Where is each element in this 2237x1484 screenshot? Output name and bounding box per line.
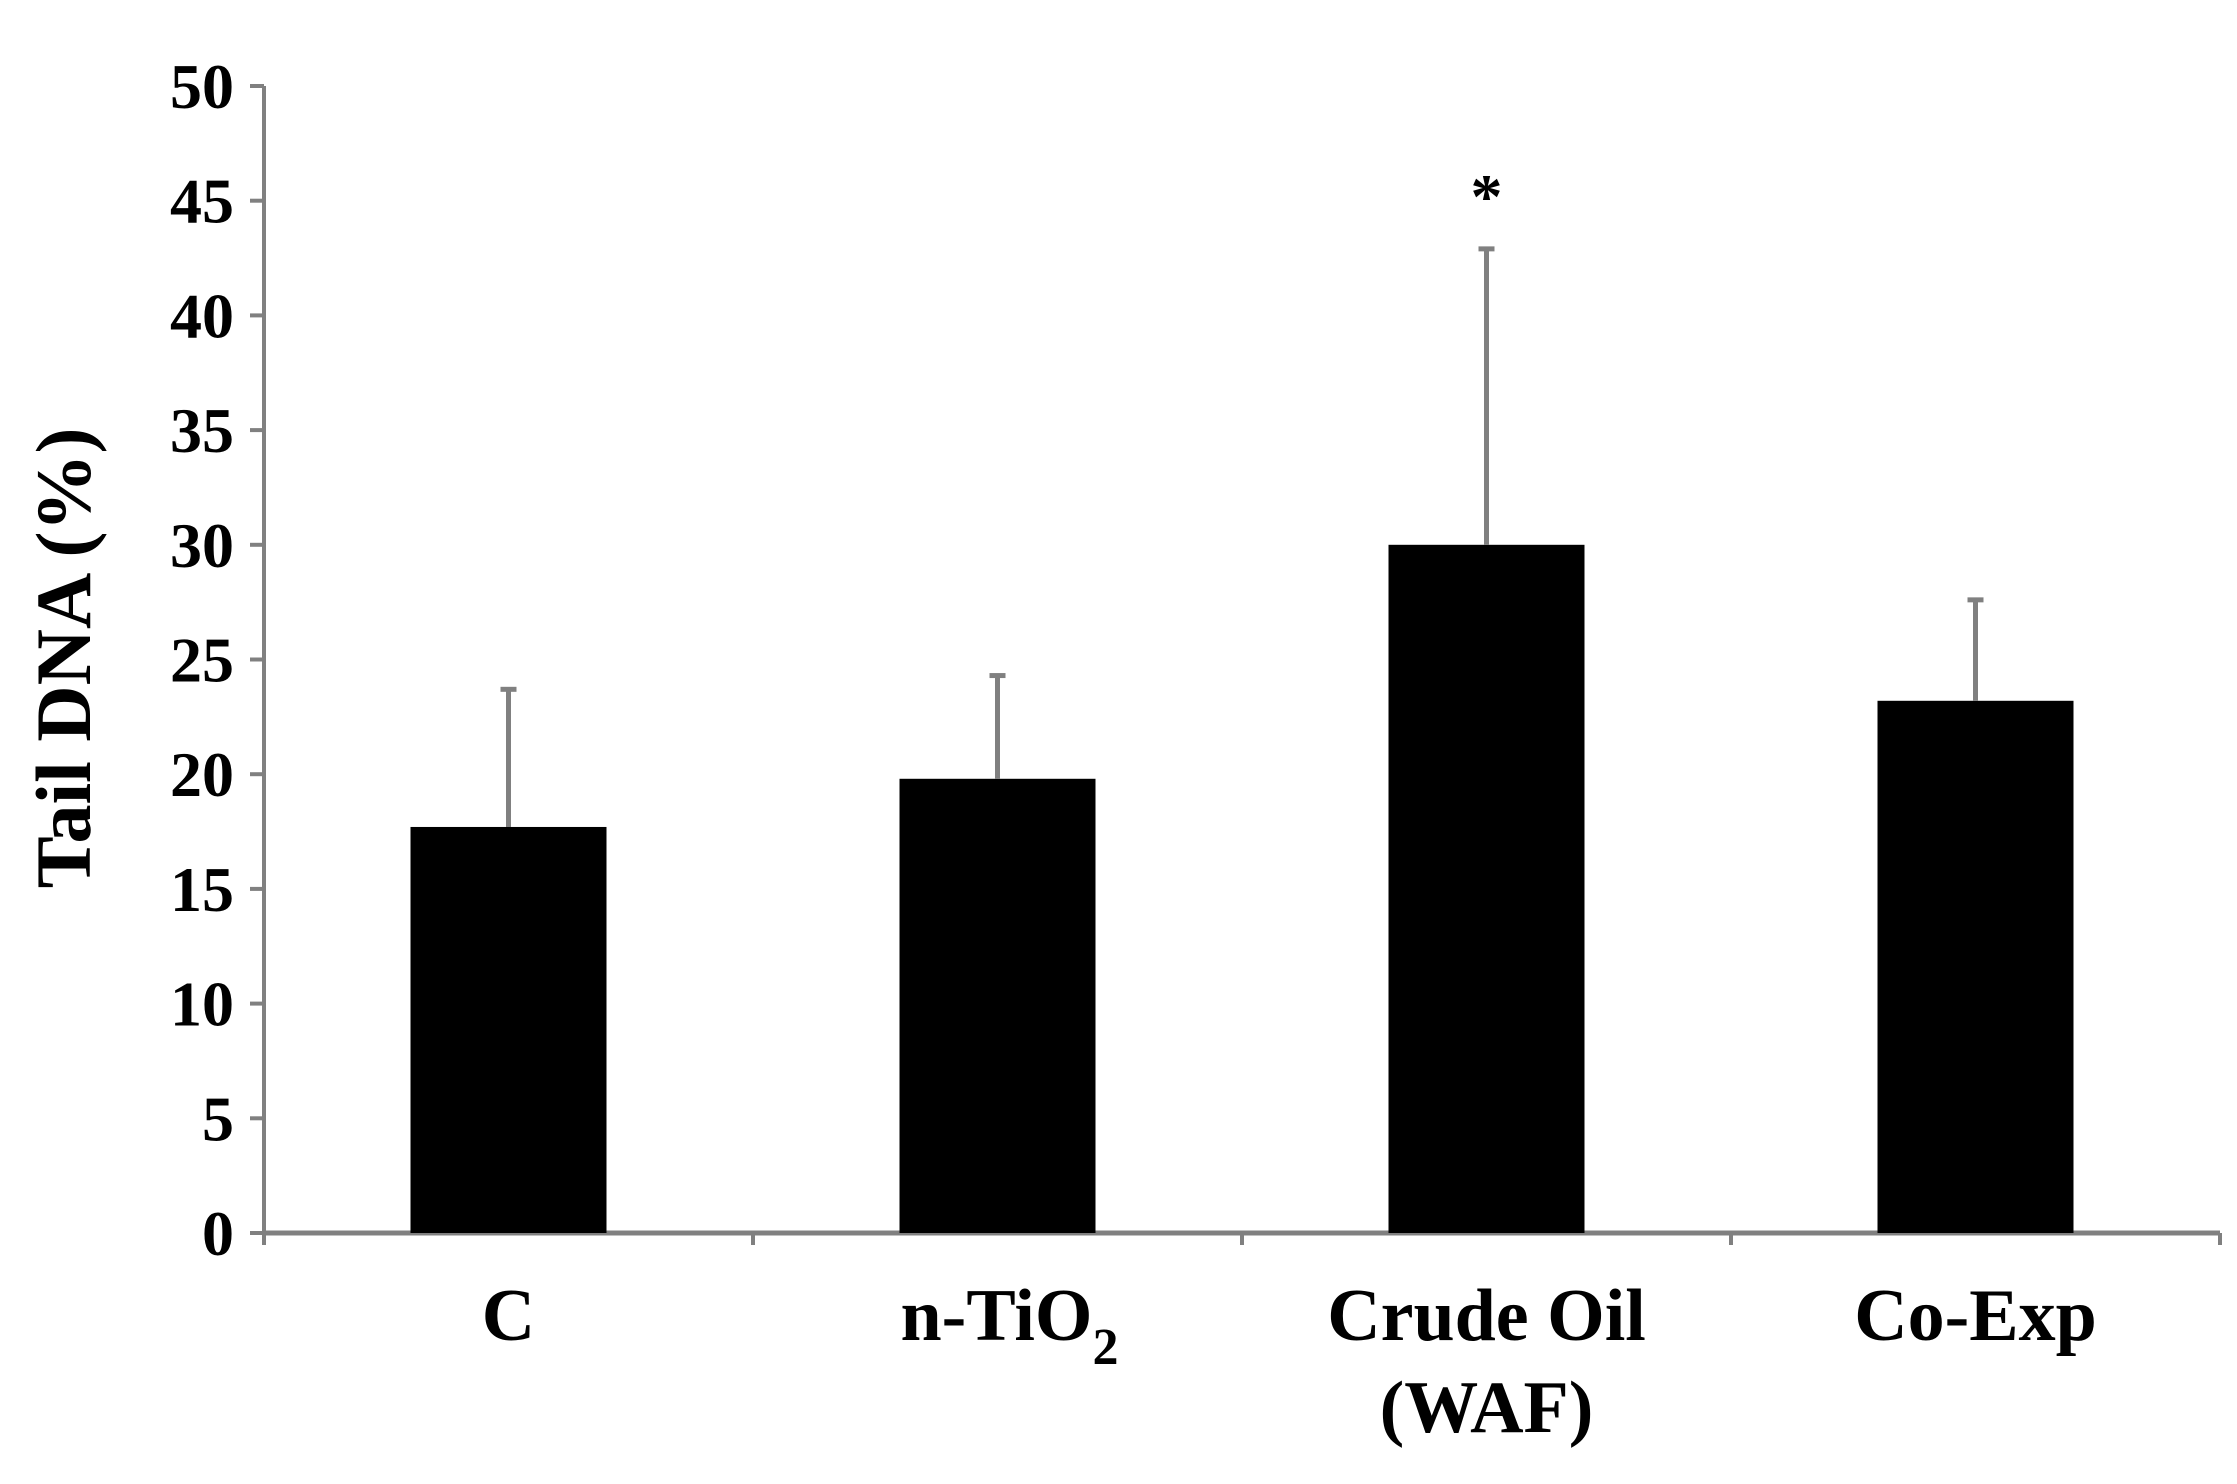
bar — [410, 826, 607, 1233]
y-tick-label: 35 — [170, 395, 234, 466]
y-axis-title: Tail DNA (%) — [20, 428, 107, 889]
category-label: Crude Oil — [1327, 1275, 1646, 1357]
y-tick-label: 30 — [170, 510, 234, 581]
y-tick-label: 15 — [170, 854, 234, 925]
significance-marker: * — [1471, 161, 1503, 232]
bars — [410, 544, 2074, 1233]
y-tick-label: 40 — [170, 280, 234, 351]
bar — [899, 778, 1096, 1233]
y-tick-label: 5 — [202, 1083, 234, 1154]
y-tick-label: 0 — [202, 1198, 234, 1269]
annotations: * — [1471, 161, 1503, 232]
y-tick-label: 20 — [170, 739, 234, 810]
y-tick-label: 50 — [170, 51, 234, 122]
y-tick-label: 10 — [170, 969, 234, 1040]
category-label: n-TiO2 — [901, 1275, 1119, 1376]
category-label: (WAF) — [1380, 1367, 1594, 1449]
x-axis — [262, 1230, 2222, 1245]
category-label: Co-Exp — [1854, 1275, 2097, 1357]
category-label-subscript: 2 — [1092, 1319, 1118, 1376]
y-tick-label: 45 — [170, 166, 234, 237]
category-label: C — [482, 1275, 535, 1357]
error-bars — [500, 246, 1984, 827]
y-tick-label: 25 — [170, 625, 234, 696]
y-axis: 0 5 10 15 20 25 30 35 40 45 50 — [170, 51, 266, 1269]
bar — [1877, 700, 2074, 1233]
bar — [1388, 544, 1585, 1233]
